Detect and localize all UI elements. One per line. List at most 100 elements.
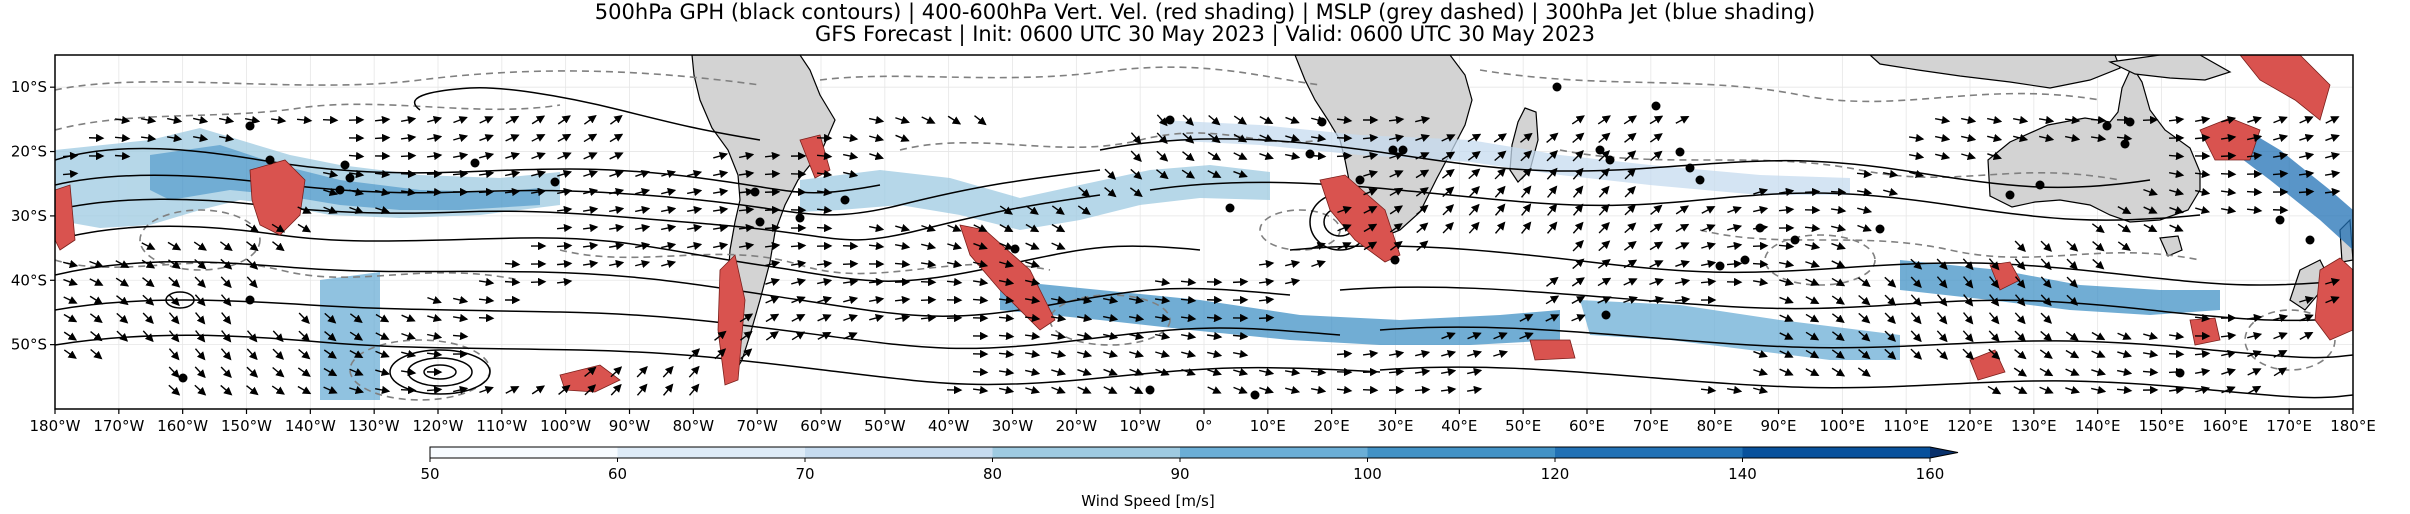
wind-vector xyxy=(817,277,833,287)
wind-vector xyxy=(400,187,417,197)
wind-vector xyxy=(582,223,599,233)
wind-vector xyxy=(220,384,233,396)
wind-vector xyxy=(323,187,339,197)
wind-vector xyxy=(1623,296,1638,304)
wind-vector xyxy=(2247,385,2262,395)
wind-vector xyxy=(1547,203,1558,216)
wind-vector xyxy=(2299,332,2314,340)
wind-vector xyxy=(2143,206,2158,214)
station-dot xyxy=(345,173,355,183)
wind-vector xyxy=(401,349,417,359)
wind-vector xyxy=(63,331,78,341)
mslp-contour xyxy=(55,70,761,91)
colorbar-segment xyxy=(1742,447,1931,458)
wind-vector xyxy=(1624,204,1637,216)
wind-vector xyxy=(1726,259,1743,269)
station-dot xyxy=(1165,115,1175,125)
wind-vector xyxy=(2299,295,2315,305)
wind-vector xyxy=(1077,368,1092,376)
wind-vector xyxy=(1388,367,1405,377)
wind-vector xyxy=(400,385,417,395)
wind-vector xyxy=(1181,368,1196,376)
wind-vector xyxy=(2143,331,2159,341)
wind-vector xyxy=(790,241,807,251)
wind-vector xyxy=(2014,330,2027,342)
wind-vector xyxy=(427,115,443,125)
wind-vector xyxy=(1571,277,1585,287)
wind-vector xyxy=(193,115,209,125)
map-title-line-1: 500hPa GPH (black contours) | 400-600hPa… xyxy=(594,0,1816,24)
wind-vector xyxy=(2040,276,2052,289)
wind-vector xyxy=(1805,349,1820,359)
wind-vector xyxy=(504,277,521,287)
lon-tick-label: 90°W xyxy=(609,417,651,435)
wind-vector xyxy=(634,223,651,233)
lon-tick-label: 110°W xyxy=(476,417,527,435)
wind-vector xyxy=(1779,368,1794,376)
wind-vector xyxy=(1858,330,1871,342)
colorbar-segment xyxy=(992,447,1181,458)
wind-vector xyxy=(2169,224,2184,232)
wind-vector xyxy=(2221,368,2236,376)
wind-vector xyxy=(63,349,77,359)
wind-vector xyxy=(609,170,624,178)
wind-vector xyxy=(2092,258,2105,270)
wind-vector xyxy=(868,241,885,251)
wind-vector xyxy=(817,332,832,340)
wind-vector xyxy=(1129,331,1145,341)
wind-vector xyxy=(972,367,989,377)
wind-vector xyxy=(1467,133,1482,143)
wind-vector xyxy=(479,386,494,394)
wind-vector xyxy=(868,277,885,287)
wind-vector xyxy=(2169,187,2185,197)
wind-vector xyxy=(114,115,131,125)
vv-patch xyxy=(2239,55,2331,121)
wind-vector xyxy=(1206,295,1223,305)
wind-vector xyxy=(2117,206,2132,215)
wind-vector xyxy=(168,312,180,325)
wind-vector xyxy=(271,385,285,395)
wind-vector xyxy=(375,367,391,377)
wind-vector xyxy=(1858,349,1871,360)
wind-vector xyxy=(1103,313,1119,323)
wind-vector xyxy=(297,206,312,214)
wind-vector xyxy=(298,348,311,360)
wind-vector xyxy=(1884,312,1896,324)
wind-vector xyxy=(1675,277,1691,287)
wind-vector xyxy=(142,277,155,288)
wind-vector xyxy=(557,115,571,125)
lon-tick-label: 170°E xyxy=(2266,417,2312,435)
wind-vector xyxy=(842,277,859,287)
wind-vector xyxy=(1674,295,1691,305)
wind-vector xyxy=(1441,134,1456,142)
wind-vector xyxy=(2040,240,2052,252)
wind-vector xyxy=(505,115,520,125)
wind-vector xyxy=(349,350,364,359)
wind-vector xyxy=(1389,223,1403,233)
wind-vector xyxy=(1545,314,1560,322)
wind-vector xyxy=(297,367,311,377)
wind-vector xyxy=(1753,385,1769,395)
wind-vector xyxy=(556,277,573,287)
wind-vector xyxy=(2169,206,2184,214)
wind-vector xyxy=(661,241,677,251)
wind-vector xyxy=(2142,349,2159,359)
wind-vector xyxy=(2117,367,2133,377)
lon-tick-label: 70°E xyxy=(1633,417,1669,435)
wind-vector xyxy=(2221,115,2237,125)
wind-vector xyxy=(1336,385,1353,395)
wind-vector xyxy=(89,313,103,323)
lon-tick-label: 60°E xyxy=(1569,417,1605,435)
wind-vector xyxy=(1597,277,1612,287)
wind-vector xyxy=(1831,260,1846,268)
wind-vector xyxy=(505,169,521,179)
wind-vector xyxy=(946,313,963,323)
wind-vector xyxy=(1311,260,1326,268)
colorbar-segment xyxy=(1180,447,1368,458)
wind-vector xyxy=(1362,349,1379,359)
wind-vector xyxy=(764,205,781,215)
wind-vector xyxy=(2142,367,2159,377)
wind-vector xyxy=(816,169,833,179)
wind-vector xyxy=(610,383,622,396)
